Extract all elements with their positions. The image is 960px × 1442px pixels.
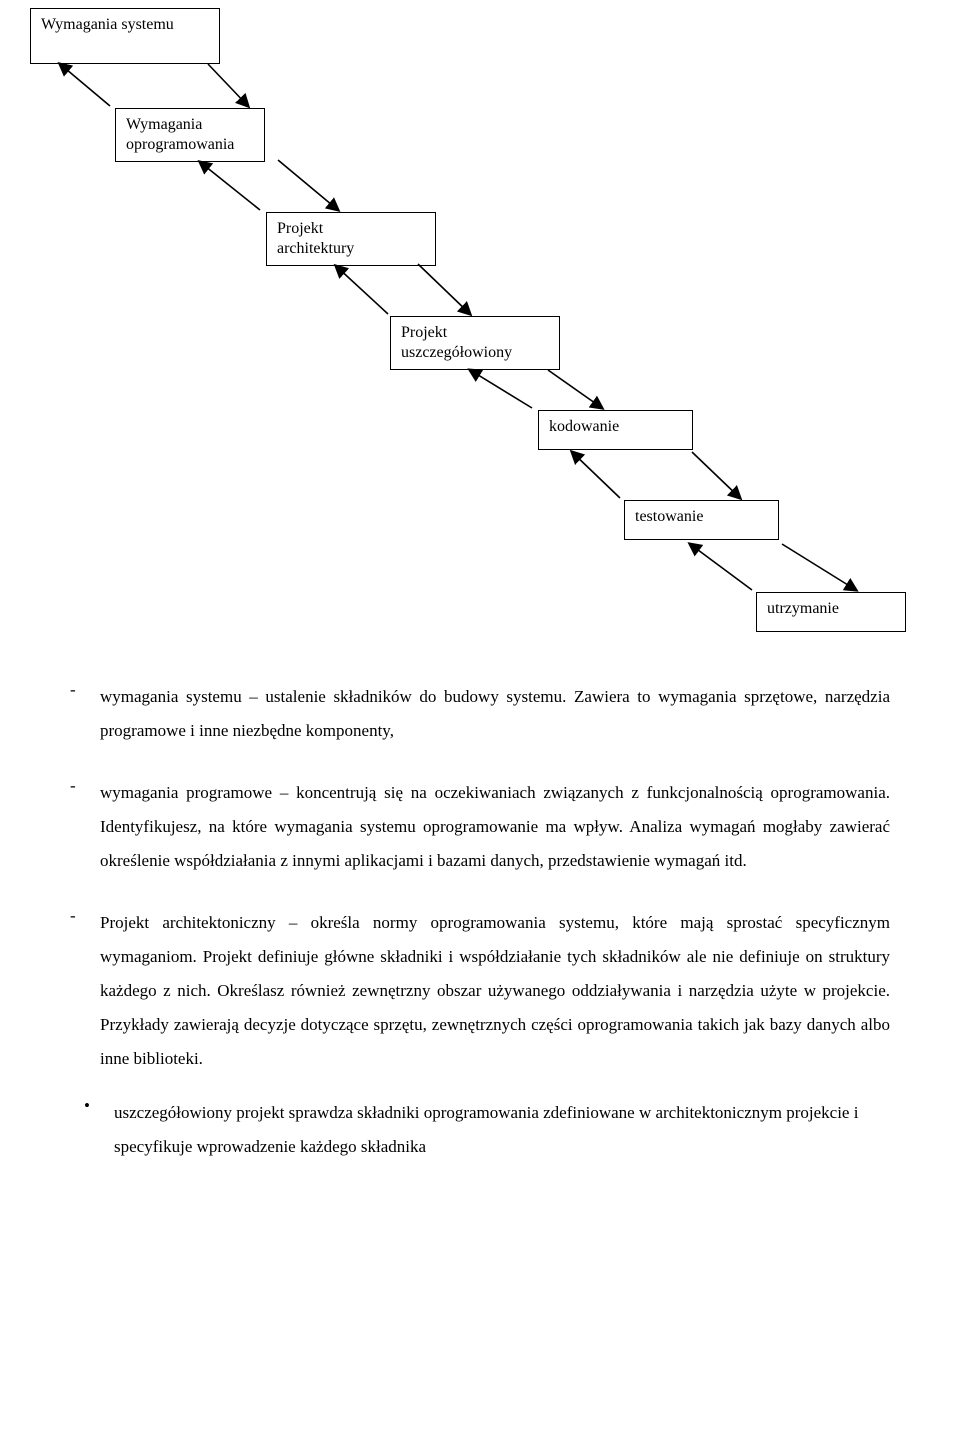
list-item-wymagania-programowe: - wymagania programowe – koncentrują się… [70, 776, 890, 878]
node-label: kodowanie [549, 418, 619, 435]
text-content: - wymagania systemu – ustalenie składnik… [0, 660, 960, 1204]
paragraph-text: wymagania programowe – koncentrują się n… [100, 776, 890, 878]
node-testowanie: testowanie [624, 500, 779, 540]
waterfall-diagram: Wymagania systemu Wymagania oprogramowan… [0, 0, 960, 660]
node-kodowanie: kodowanie [538, 410, 693, 450]
paragraph-text: wymagania systemu – ustalenie składników… [100, 680, 890, 748]
node-label: Wymagania systemu [41, 16, 174, 33]
bullet-item-uszczegolowiony: • uszczegółowiony projekt sprawdza skład… [84, 1096, 890, 1164]
node-projekt-architektury: Projekt architektury [266, 212, 436, 266]
node-label-line1: Projekt [277, 220, 323, 237]
node-wymagania-systemu: Wymagania systemu [30, 8, 220, 64]
node-utrzymanie: utrzymanie [756, 592, 906, 632]
paragraph-text: uszczegółowiony projekt sprawdza składni… [114, 1096, 890, 1164]
node-projekt-uszczegolowiony: Projekt uszczegółowiony [390, 316, 560, 370]
dash-marker: - [70, 906, 100, 1076]
node-label: testowanie [635, 508, 703, 525]
dash-marker: - [70, 776, 100, 878]
list-item-projekt-architektoniczny: - Projekt architektoniczny – określa nor… [70, 906, 890, 1076]
node-label-line2: oprogramowania [126, 136, 234, 153]
dash-marker: - [70, 680, 100, 748]
node-wymagania-oprogramowania: Wymagania oprogramowania [115, 108, 265, 162]
node-label: utrzymanie [767, 600, 839, 617]
node-label-line2: architektury [277, 240, 354, 257]
node-label-line1: Projekt [401, 324, 447, 341]
node-label-line2: uszczegółowiony [401, 344, 512, 361]
bullet-marker: • [84, 1096, 114, 1164]
paragraph-text: Projekt architektoniczny – określa normy… [100, 906, 890, 1076]
list-item-wymagania-systemu: - wymagania systemu – ustalenie składnik… [70, 680, 890, 748]
node-label-line1: Wymagania [126, 116, 202, 133]
